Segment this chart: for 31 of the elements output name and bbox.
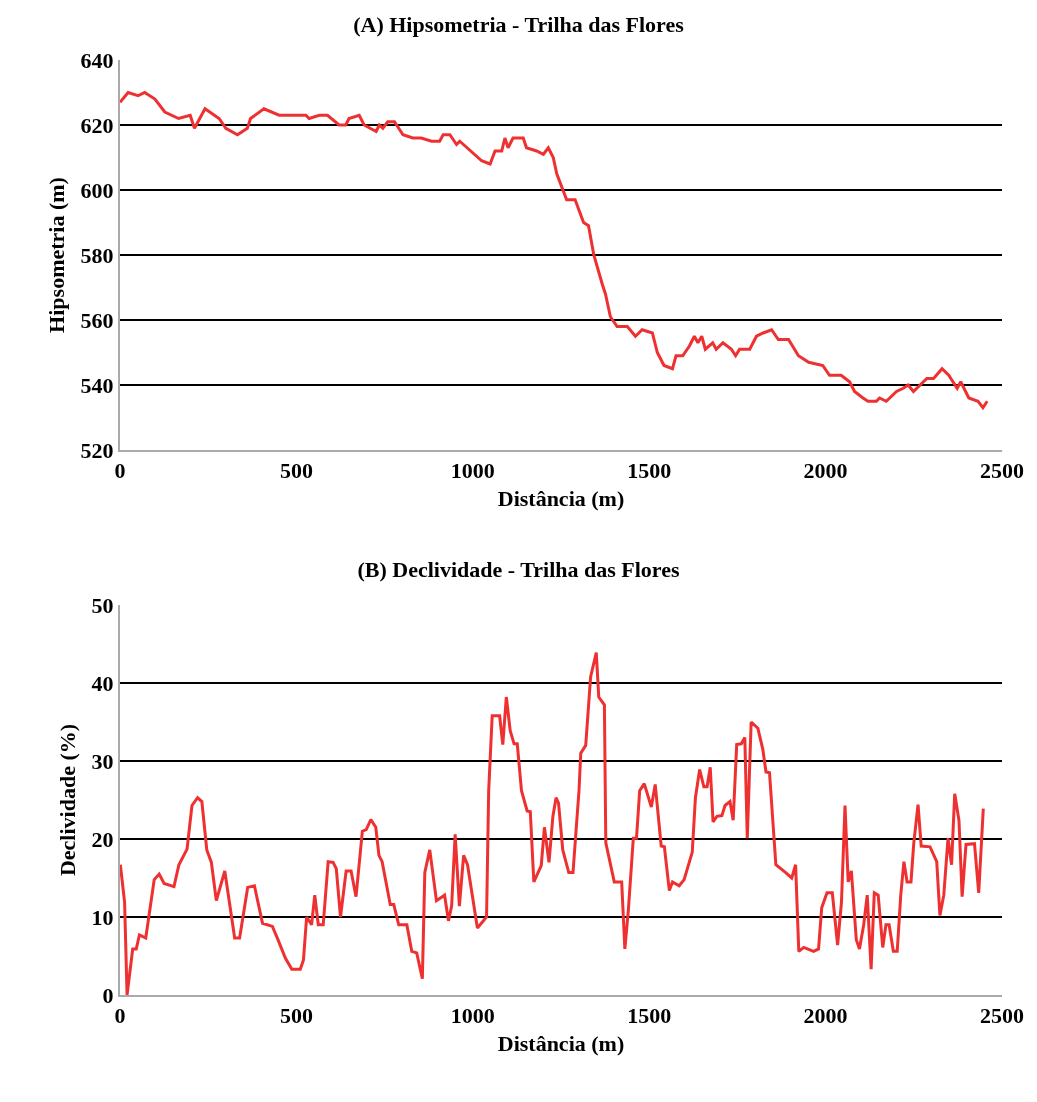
chart-title: (A) Hipsometria - Trilha das Flores: [353, 11, 685, 37]
y-tick-label: 10: [91, 904, 114, 930]
x-tick-label: 1000: [450, 458, 495, 484]
y-axis-title: Declividade (%): [54, 723, 80, 877]
x-tick-label: 500: [279, 1003, 313, 1029]
x-tick-label: 1500: [627, 1003, 672, 1029]
y-tick-label: 0: [102, 982, 114, 1008]
y-tick-label: 20: [91, 826, 114, 852]
x-tick-label: 1000: [450, 1003, 495, 1029]
x-axis-title: Distância (m): [497, 1030, 625, 1056]
line-series: [120, 91, 989, 410]
y-tick-label: 50: [91, 592, 114, 618]
x-axis-title: Distância (m): [497, 485, 625, 511]
chart-title: (B) Declividade - Trilha das Flores: [357, 556, 680, 582]
x-tick-label: 1500: [627, 458, 672, 484]
y-tick-label: 40: [91, 670, 114, 696]
y-tick-label: 520: [80, 437, 114, 463]
y-axis-title: Hipsometria (m): [43, 177, 69, 333]
y-tick-label: 600: [80, 177, 114, 203]
x-tick-label: 2500: [980, 1003, 1024, 1029]
y-tick-label: 560: [80, 307, 114, 333]
y-tick-label: 30: [91, 748, 114, 774]
x-tick-label: 2500: [980, 458, 1024, 484]
x-tick-label: 2000: [803, 1003, 848, 1029]
line-series: [120, 651, 985, 995]
y-tick-label: 620: [80, 112, 114, 138]
x-tick-label: 500: [279, 458, 313, 484]
y-tick-label: 640: [80, 47, 114, 73]
y-tick-label: 580: [80, 242, 114, 268]
x-tick-label: 2000: [803, 458, 848, 484]
y-tick-label: 540: [80, 372, 114, 398]
